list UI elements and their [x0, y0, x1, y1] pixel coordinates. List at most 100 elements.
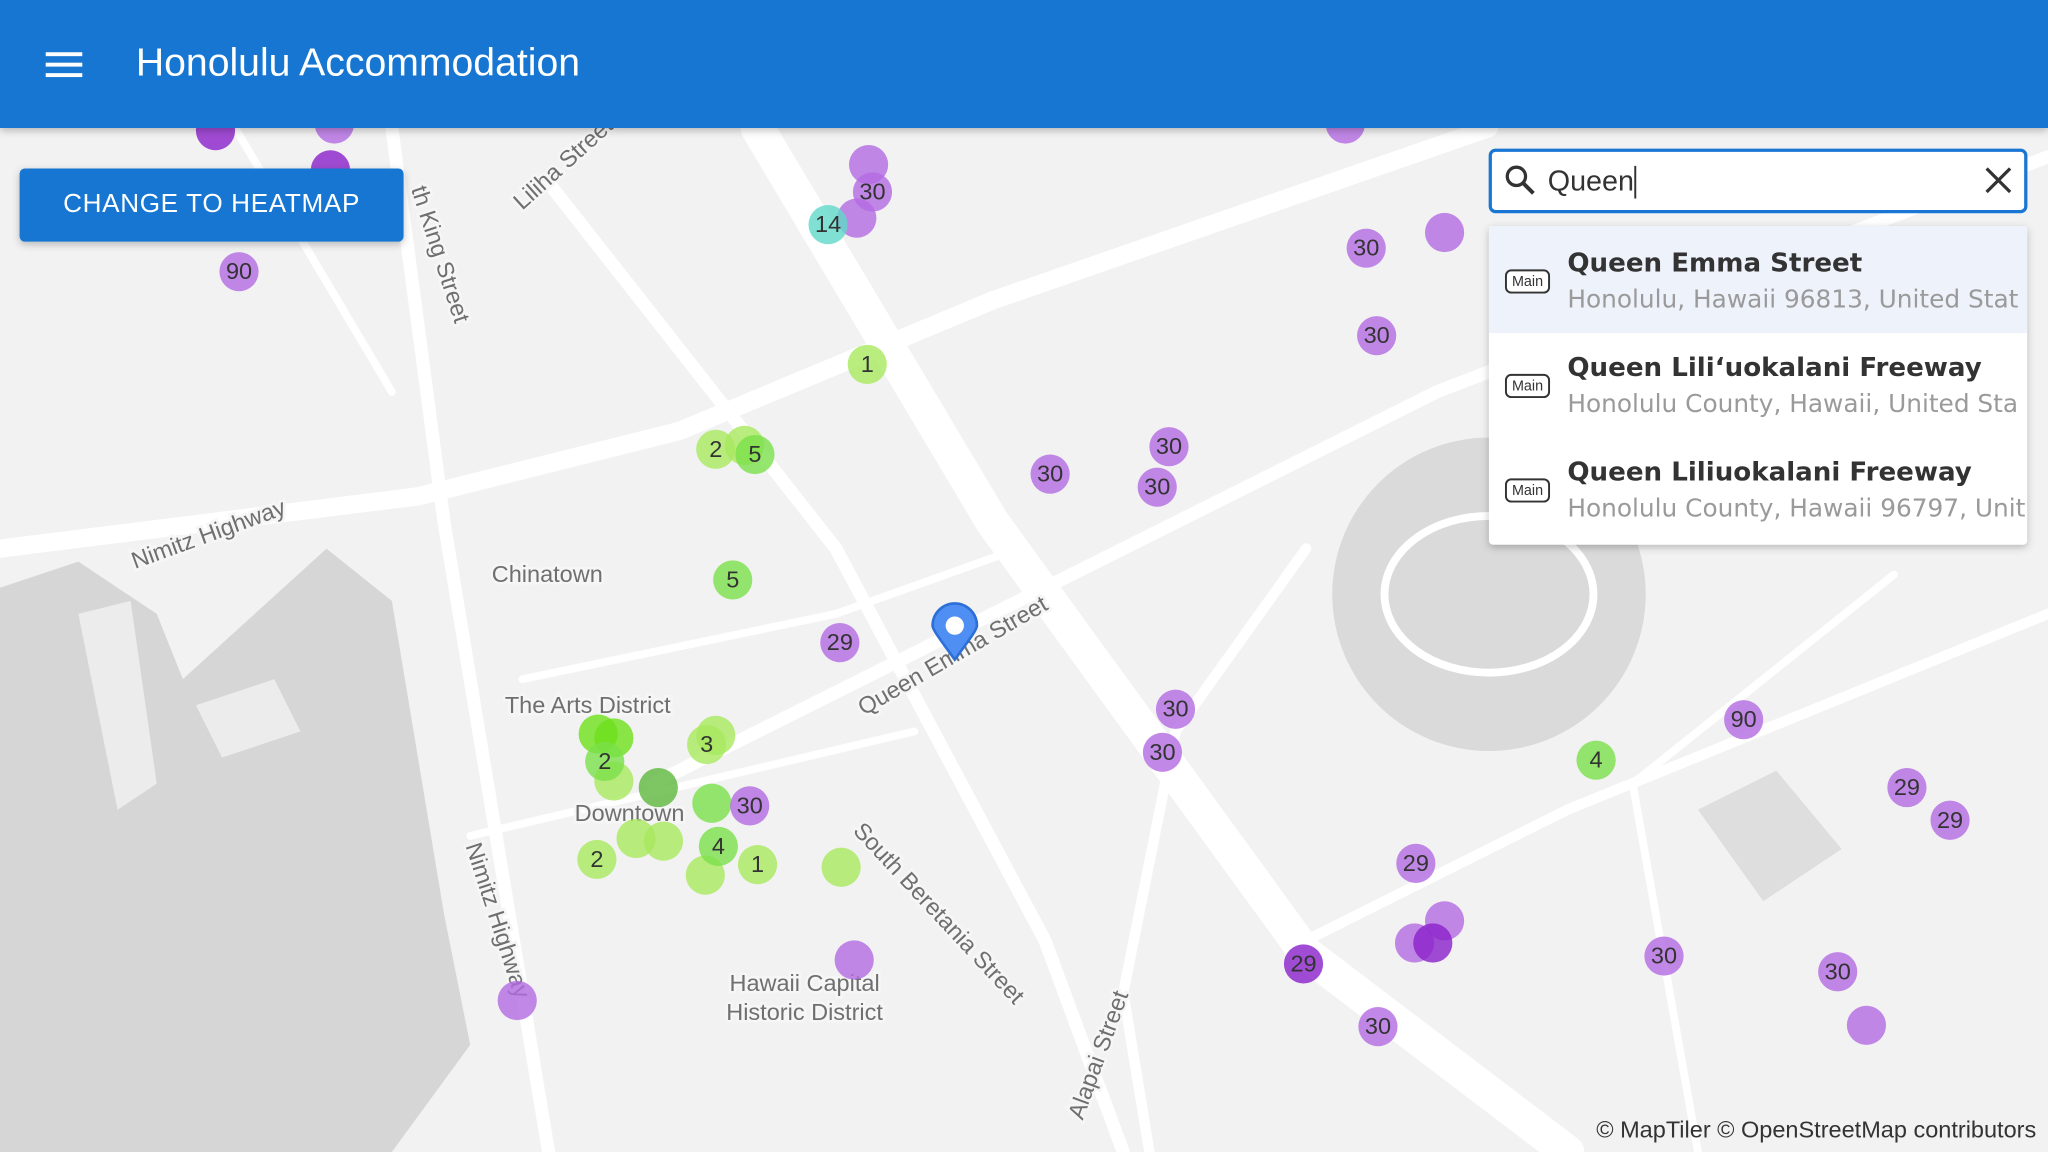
marker[interactable] [643, 821, 684, 861]
marker-dot [847, 344, 887, 384]
marker[interactable]: 30 [1358, 1007, 1398, 1047]
marker-dot [1358, 1007, 1398, 1047]
marker[interactable]: 30 [1155, 689, 1196, 729]
marker[interactable]: 2 [585, 741, 625, 782]
marker-label: 4 [712, 833, 725, 859]
suggestion-name: Queen Liliʻuokalani Freeway [1567, 353, 1981, 383]
attribution: © MapTiler © OpenStreetMap contributors [1596, 1116, 2036, 1142]
marker[interactable] [638, 768, 678, 808]
marker-label: 2 [598, 748, 611, 774]
heatmap-button[interactable]: CHANGE TO HEATMAP [19, 168, 404, 242]
marker-dot [1930, 800, 1970, 840]
marker[interactable]: 30 [1149, 427, 1189, 467]
marker-label: 29 [827, 629, 853, 655]
marker-dot [735, 434, 775, 475]
marker[interactable]: 4 [698, 826, 738, 866]
marker[interactable]: 30 [1644, 936, 1684, 976]
tag-label: Main [1512, 378, 1543, 394]
tag-label: Main [1512, 483, 1543, 499]
marker-dot [1724, 700, 1764, 740]
marker[interactable]: 2 [696, 429, 736, 469]
marker[interactable]: 30 [1818, 952, 1858, 992]
marker-dot [219, 252, 259, 292]
suggestions: Main Queen Emma Street Honolulu, Hawaii 96… [1488, 225, 2028, 545]
marker-dot [698, 826, 738, 866]
suggestion-address: Honolulu County, Hawaii, United Sta [1567, 389, 2018, 418]
map-label: Chinatown [492, 561, 603, 587]
marker[interactable]: 29 [1396, 843, 1436, 883]
marker[interactable]: 30 [1142, 732, 1183, 772]
marker[interactable] [692, 783, 732, 823]
button-label: CHANGE TO HEATMAP [63, 188, 360, 218]
marker[interactable]: 1 [847, 344, 887, 384]
marker-dot [577, 839, 617, 880]
marker[interactable]: 29 [820, 623, 860, 663]
marker[interactable]: 29 [1283, 944, 1324, 984]
marker-label: 30 [1651, 943, 1677, 969]
search-input[interactable]: Queen [1548, 165, 1634, 197]
marker-label: 30 [1037, 461, 1063, 487]
marker-label: 30 [859, 179, 885, 205]
location-pin[interactable] [931, 602, 979, 662]
search-box[interactable]: Queen [1488, 148, 2028, 214]
marker-label: 29 [1937, 807, 1963, 833]
marker-label: 1 [751, 851, 764, 877]
marker[interactable]: 5 [735, 434, 775, 475]
marker[interactable]: 30 [852, 172, 893, 212]
marker[interactable] [1413, 923, 1453, 963]
marker-dot [1346, 228, 1386, 268]
marker-dot [1030, 454, 1070, 494]
marker[interactable]: 5 [713, 560, 753, 600]
marker-label: 1 [861, 351, 874, 377]
marker-dot [1644, 936, 1684, 976]
marker[interactable]: 3 [687, 724, 727, 765]
marker[interactable] [497, 980, 537, 1021]
marker[interactable]: 1 [737, 845, 778, 885]
menu-button[interactable] [45, 52, 83, 78]
marker-label: 30 [1144, 474, 1170, 500]
marker-label: 2 [590, 846, 603, 872]
marker-label: 14 [815, 211, 841, 237]
marker[interactable]: 4 [1576, 740, 1616, 780]
suggestion-item[interactable]: Main Queen Liliuokalani Freeway Honolulu C… [1504, 457, 2026, 522]
marker[interactable]: 90 [219, 252, 259, 292]
marker-dot [820, 623, 860, 663]
marker-label: 30 [1162, 696, 1188, 722]
marker-dot [737, 845, 778, 885]
marker[interactable]: 29 [1887, 768, 1927, 808]
marker-dot [852, 172, 893, 212]
marker-dot [1149, 427, 1189, 467]
marker[interactable]: 30 [1030, 454, 1070, 494]
marker[interactable]: 30 [1137, 467, 1177, 507]
marker[interactable] [1424, 212, 1465, 253]
marker-dot [1137, 467, 1177, 507]
marker[interactable] [821, 847, 861, 887]
marker[interactable] [1846, 1005, 1887, 1045]
suggestion-item[interactable]: Main Queen Emma Street Honolulu, Hawaii 96… [1488, 225, 2028, 334]
marker-dot [1283, 944, 1324, 984]
marker[interactable]: 30 [1346, 228, 1386, 268]
marker-label: 90 [226, 258, 252, 284]
marker-label: 29 [1894, 774, 1920, 800]
marker-label: 3 [700, 731, 713, 757]
marker[interactable]: 30 [1357, 316, 1397, 356]
suggestion-item[interactable]: Main Queen Liliʻuokalani Freeway Honolulu … [1504, 353, 2018, 418]
marker-dot [687, 724, 727, 765]
clear-button[interactable] [1985, 167, 2012, 194]
marker-dot [585, 741, 625, 782]
marker-label: 30 [1156, 433, 1182, 459]
suggestion-address: Honolulu County, Hawaii 96797, Unit [1567, 493, 2025, 522]
marker[interactable]: 30 [730, 786, 770, 826]
marker-label: 30 [1364, 322, 1390, 348]
marker[interactable]: 29 [1930, 800, 1970, 840]
marker-label: 5 [748, 441, 761, 467]
marker[interactable]: 2 [577, 839, 617, 880]
marker-dot [1155, 689, 1196, 729]
marker-dot [713, 560, 753, 600]
marker[interactable]: 14 [808, 205, 848, 245]
marker[interactable] [834, 940, 874, 980]
marker[interactable]: 90 [1724, 700, 1764, 740]
suggestion-name: Queen Emma Street [1567, 248, 1862, 278]
